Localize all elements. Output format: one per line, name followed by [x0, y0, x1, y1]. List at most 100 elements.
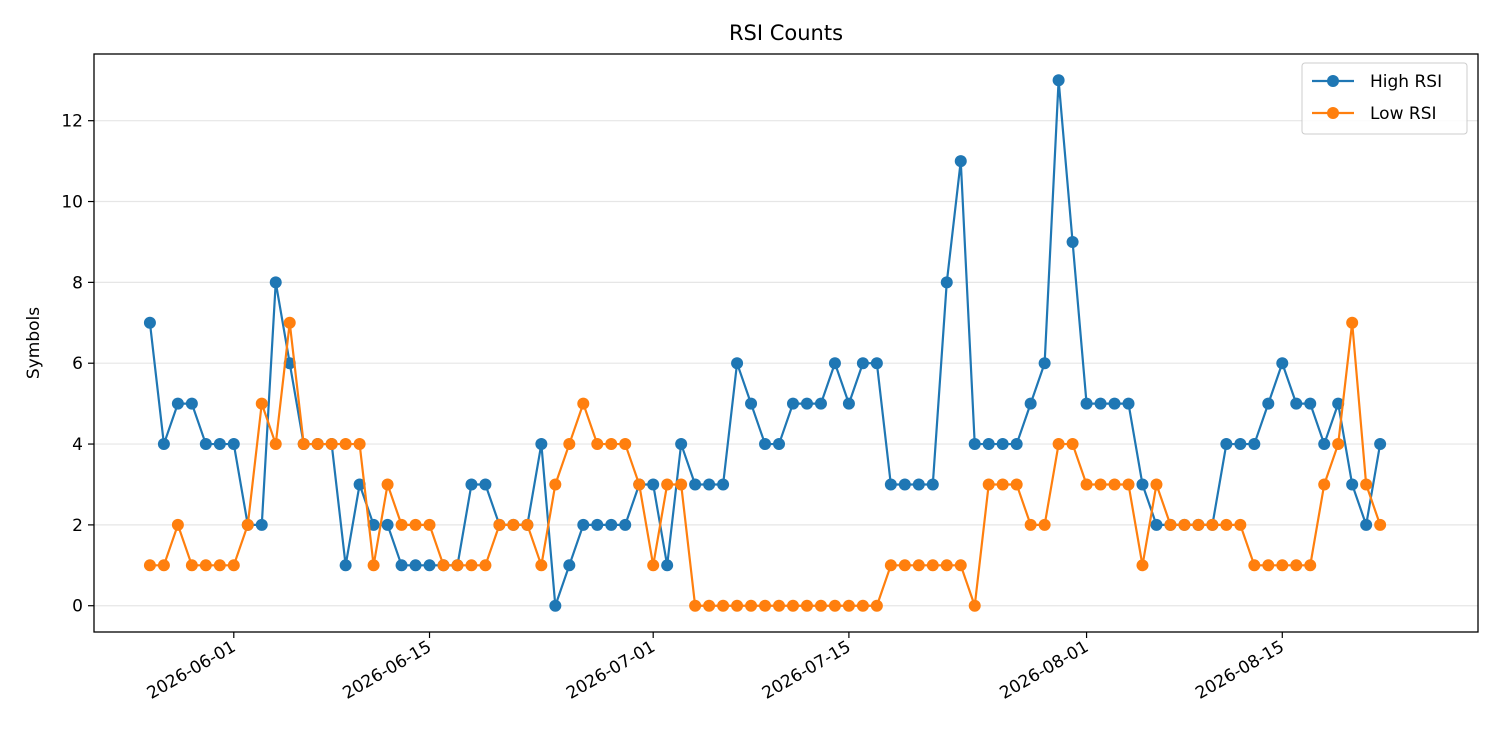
data-point: [535, 559, 548, 572]
x-axis: 2026-06-01 2026-06-15 2026-07-01 2026-07-15…: [144, 632, 1288, 704]
data-point: [745, 397, 758, 410]
data-point: [717, 599, 730, 612]
legend-label: High RSI: [1370, 72, 1442, 92]
data-point: [1038, 518, 1051, 531]
data-point: [1262, 559, 1275, 572]
data-point: [255, 518, 268, 531]
data-point: [591, 438, 604, 451]
data-point: [996, 438, 1009, 451]
data-point: [800, 599, 813, 612]
data-point: [968, 438, 981, 451]
data-point: [786, 599, 799, 612]
data-point: [940, 276, 953, 289]
y-tick-label: 10: [61, 193, 83, 213]
y-tick-label: 6: [72, 354, 83, 374]
data-point: [759, 599, 772, 612]
data-point: [1276, 559, 1289, 572]
x-tick-label: 2026-08-01: [997, 637, 1093, 704]
data-point: [1346, 478, 1359, 491]
data-point: [773, 599, 786, 612]
data-point: [283, 357, 296, 370]
data-point: [1192, 518, 1205, 531]
data-point: [451, 559, 464, 572]
legend-entry: Low RSI: [1312, 104, 1437, 124]
data-point: [828, 357, 841, 370]
data-point: [521, 518, 534, 531]
legend-marker: [1327, 107, 1339, 119]
data-point: [1010, 438, 1023, 451]
data-point: [745, 599, 758, 612]
data-point: [367, 559, 380, 572]
data-point: [675, 438, 688, 451]
data-point: [1332, 397, 1345, 410]
data-point: [577, 397, 590, 410]
series-low-rsi: [143, 316, 1387, 612]
data-point: [1122, 397, 1135, 410]
data-point: [591, 518, 604, 531]
data-point: [1024, 397, 1037, 410]
data-point: [1080, 397, 1093, 410]
data-point: [731, 599, 744, 612]
data-point: [605, 518, 618, 531]
data-point: [1164, 518, 1177, 531]
data-point: [1052, 438, 1065, 451]
data-point: [703, 478, 716, 491]
data-point: [423, 518, 436, 531]
data-point: [1178, 518, 1191, 531]
data-point: [773, 438, 786, 451]
data-point: [786, 397, 799, 410]
data-point: [563, 559, 576, 572]
chart-title: RSI Counts: [729, 21, 843, 45]
data-point: [1024, 518, 1037, 531]
data-point: [437, 559, 450, 572]
data-point: [1108, 478, 1121, 491]
data-point: [1136, 559, 1149, 572]
data-point: [199, 559, 212, 572]
data-point: [507, 518, 520, 531]
data-point: [269, 276, 282, 289]
data-point: [1150, 478, 1163, 491]
data-point: [842, 599, 855, 612]
data-point: [465, 559, 478, 572]
data-point: [325, 438, 338, 451]
y-tick-label: 2: [72, 516, 83, 536]
data-point: [493, 518, 506, 531]
data-point: [1066, 438, 1079, 451]
y-tick-label: 8: [72, 273, 83, 293]
data-point: [283, 316, 296, 329]
data-point: [1304, 559, 1317, 572]
data-point: [423, 559, 436, 572]
data-point: [1220, 518, 1233, 531]
data-point: [633, 478, 646, 491]
data-point: [171, 518, 184, 531]
data-point: [1220, 438, 1233, 451]
series-layer: [143, 74, 1387, 612]
data-point: [912, 559, 925, 572]
data-point: [661, 478, 674, 491]
data-point: [996, 478, 1009, 491]
y-axis-label: Symbols: [24, 307, 44, 379]
x-tick-label: 2026-07-01: [563, 637, 659, 704]
data-point: [353, 438, 366, 451]
data-point: [884, 559, 897, 572]
data-point: [297, 438, 310, 451]
data-point: [1360, 518, 1373, 531]
data-point: [814, 397, 827, 410]
data-point: [199, 438, 212, 451]
data-point: [339, 438, 352, 451]
data-point: [689, 478, 702, 491]
legend: High RSI Low RSI: [1301, 62, 1468, 135]
x-tick-label: 2026-08-15: [1192, 637, 1288, 704]
data-point: [1248, 438, 1261, 451]
data-point: [982, 478, 995, 491]
data-point: [227, 438, 240, 451]
data-point: [1136, 478, 1149, 491]
data-point: [828, 599, 841, 612]
data-point: [1290, 559, 1303, 572]
data-point: [409, 518, 422, 531]
data-point: [926, 559, 939, 572]
data-point: [1080, 478, 1093, 491]
data-point: [1318, 478, 1331, 491]
x-tick-label: 2026-06-15: [339, 637, 435, 704]
